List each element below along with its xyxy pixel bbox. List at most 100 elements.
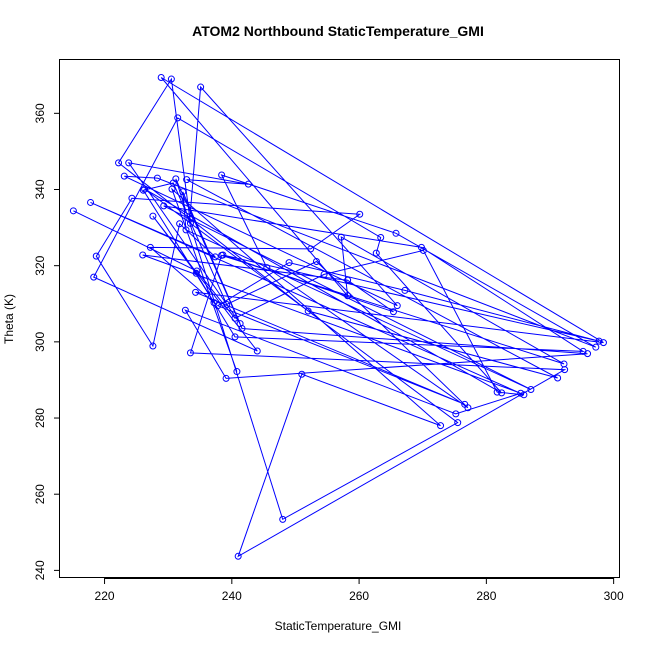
x-axis-label: StaticTemperature_GMI [275, 619, 402, 633]
data-point [356, 210, 364, 218]
data-point [120, 172, 128, 180]
y-tick-label: 340 [33, 179, 47, 199]
data-point [307, 245, 315, 253]
data-point [139, 251, 147, 259]
data-point [141, 185, 149, 193]
chart-title: ATOM2 Northbound StaticTemperature_GMI [192, 23, 484, 39]
data-point [304, 307, 312, 315]
data-point [279, 515, 287, 523]
data-point [437, 422, 445, 430]
data-point [146, 243, 154, 251]
data-point [417, 243, 425, 251]
data-point [298, 370, 306, 378]
data-point [312, 257, 320, 265]
data-point [197, 83, 205, 91]
data-point [168, 185, 176, 193]
x-tick-label: 260 [349, 589, 369, 603]
data-point [139, 186, 147, 194]
data-point [149, 212, 157, 220]
data-point [344, 276, 352, 284]
data-point [392, 229, 400, 237]
data-point [592, 343, 600, 351]
data-point [493, 388, 501, 396]
data-point [181, 306, 189, 314]
x-tick-label: 300 [604, 589, 624, 603]
data-point [238, 325, 246, 333]
y-tick-label: 280 [33, 408, 47, 428]
data-point [377, 233, 385, 241]
data-point [452, 410, 460, 418]
data-point [128, 194, 136, 202]
data-point [337, 233, 345, 241]
series-line [73, 77, 604, 558]
x-tick-label: 280 [476, 589, 496, 603]
data-point [174, 114, 182, 122]
data-point [561, 366, 569, 374]
data-point [186, 215, 194, 223]
data-point [244, 180, 252, 188]
data-point [233, 368, 241, 376]
y-axis-label: Theta (K) [2, 294, 16, 344]
data-point [599, 339, 607, 347]
data-point [218, 171, 226, 179]
y-tick-label: 300 [33, 332, 47, 352]
data-point [160, 202, 168, 210]
data-point [461, 400, 469, 408]
data-point [90, 273, 98, 281]
data-point [498, 389, 506, 397]
y-tick-label: 240 [33, 560, 47, 580]
data-point [149, 342, 157, 350]
data-point [218, 251, 226, 259]
data-point [157, 74, 165, 82]
y-tick-label: 320 [33, 255, 47, 275]
data-point [554, 374, 562, 382]
data-point [253, 347, 261, 355]
data-point [167, 75, 175, 83]
data-point [183, 176, 191, 184]
x-tick-label: 220 [95, 589, 115, 603]
y-tick-label: 260 [33, 484, 47, 504]
data-point [234, 552, 242, 560]
data-point [186, 349, 194, 357]
y-tick-label: 360 [33, 103, 47, 123]
data-point [393, 302, 401, 310]
data-point [186, 219, 194, 227]
data-point [192, 288, 200, 296]
data-point [389, 308, 397, 316]
data-series-layer [69, 74, 607, 560]
data-point [125, 159, 133, 167]
x-tick-label: 240 [222, 589, 242, 603]
data-point [222, 374, 230, 382]
data-point [214, 302, 222, 310]
data-point [372, 249, 380, 257]
data-point [176, 220, 184, 228]
y-axis: 240 260 280 300 320 340 360 [33, 103, 60, 580]
data-point [231, 333, 239, 341]
data-point [92, 252, 100, 260]
data-point [182, 226, 190, 234]
data-point [517, 389, 525, 397]
data-point [263, 264, 271, 272]
data-point [344, 292, 352, 300]
data-point [584, 350, 592, 358]
data-point [172, 175, 180, 183]
data-point [285, 259, 293, 267]
data-point [192, 269, 200, 277]
data-point [401, 286, 409, 294]
data-point [231, 314, 239, 322]
data-point [211, 253, 219, 261]
data-point [153, 174, 161, 182]
data-point [223, 301, 231, 309]
data-point [454, 419, 462, 427]
data-point [520, 391, 528, 399]
data-point [595, 337, 603, 345]
data-point [69, 207, 77, 215]
data-point [527, 385, 535, 393]
x-axis: 220 240 260 280 300 [95, 578, 624, 603]
data-point [87, 198, 95, 206]
data-point [115, 159, 123, 167]
data-point [179, 188, 187, 196]
data-point [320, 270, 328, 278]
